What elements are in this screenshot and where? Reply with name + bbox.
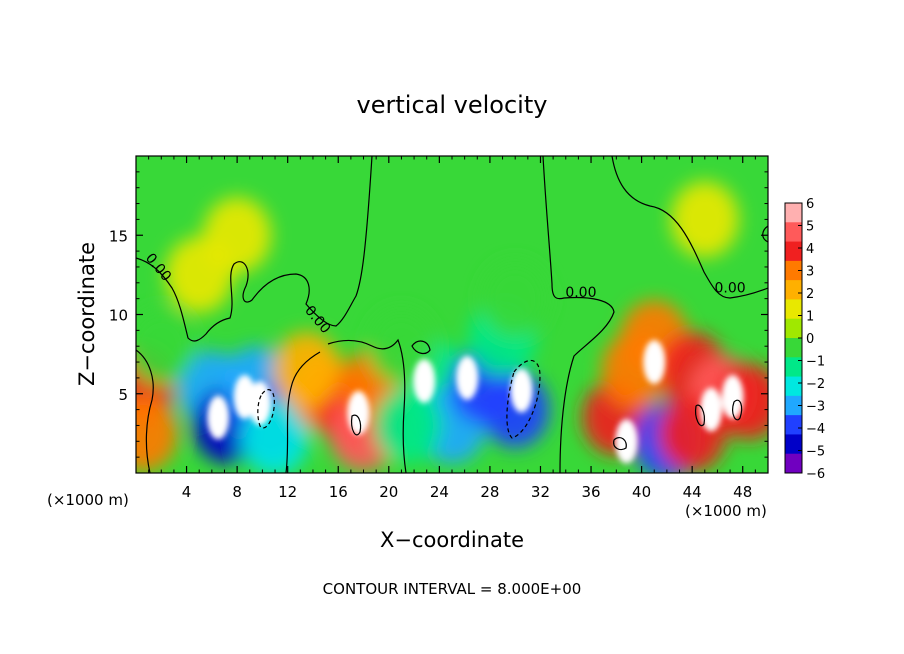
colorbar-swatch xyxy=(785,376,802,397)
field-cell xyxy=(136,395,178,472)
contour-line xyxy=(285,351,321,473)
y-axis-label: Z−coordinate xyxy=(75,242,99,386)
colorbar-tick-label: 2 xyxy=(806,287,814,302)
x-tick-label: 44 xyxy=(683,483,702,501)
field-cell xyxy=(373,387,442,464)
x-tick-label: 36 xyxy=(581,483,600,501)
x-tick-label: 4 xyxy=(182,483,192,501)
colorbar-swatch xyxy=(785,415,802,435)
contour-line xyxy=(136,349,154,473)
colorbar-swatch xyxy=(785,453,802,474)
colorbar-tick-label: 4 xyxy=(806,242,814,257)
contour-label: 0.00 xyxy=(565,285,596,301)
field-cell xyxy=(136,308,196,385)
colorbar-swatch xyxy=(785,434,802,455)
contour-line xyxy=(732,399,743,421)
contour-interval-note: CONTOUR INTERVAL = 8.000E+00 xyxy=(323,580,582,598)
colorbar-swatch xyxy=(785,299,802,320)
field-cell xyxy=(456,355,479,400)
colorbar-swatch xyxy=(785,338,802,358)
colorbar-swatch xyxy=(785,395,802,416)
x-tick-label: 20 xyxy=(379,483,398,501)
plot-area: 0.000.000.00 0.00 xyxy=(135,155,769,474)
colorbar-tick-label: −1 xyxy=(806,355,825,370)
contour-line xyxy=(351,414,362,436)
colorbar-tick-label: −4 xyxy=(806,422,825,437)
colorbar: 6 5 4 3 2 1 0 −1 −2 −3 −4 −5 −6 xyxy=(784,197,825,482)
field-cell xyxy=(670,181,739,258)
colorbar-tick-label: −6 xyxy=(806,467,825,482)
colorbar-swatch xyxy=(785,203,802,223)
contour-line xyxy=(411,340,431,355)
x-tick-label: 8 xyxy=(232,483,242,501)
zero-contours xyxy=(136,156,768,473)
colorbar-tick-label: 5 xyxy=(806,220,814,235)
colorbar-tick-label: 1 xyxy=(806,310,814,325)
contour-line xyxy=(542,156,615,473)
x-axis: 4 8 12 16 20 24 28 32 36 40 44 48 xyxy=(148,156,756,501)
contour-line xyxy=(613,436,627,451)
x-tick-label: 12 xyxy=(278,483,297,501)
field-cell xyxy=(203,197,272,274)
contour-line xyxy=(327,338,407,473)
field-cores xyxy=(207,340,744,464)
y-tick-label: 5 xyxy=(118,386,128,404)
field-cell xyxy=(510,368,533,413)
y-axis: 5 10 15 xyxy=(109,171,768,458)
contour-line xyxy=(506,359,541,439)
contour-line xyxy=(695,404,705,427)
x-unit-left: (×1000 m) xyxy=(47,491,129,509)
colorbar-swatch xyxy=(785,357,802,378)
x-tick-label: 16 xyxy=(329,483,348,501)
x-tick-label: 32 xyxy=(531,483,550,501)
colorbar-swatch xyxy=(785,241,802,262)
field-cell xyxy=(615,419,638,464)
colorbar-swatch xyxy=(785,280,802,300)
colorbar-tick-label: −3 xyxy=(806,400,825,415)
field-cell xyxy=(481,260,550,337)
colorbar-tick-label: −2 xyxy=(806,377,825,392)
field-cell xyxy=(233,374,256,419)
y-tick-label: 15 xyxy=(109,227,128,245)
chart-title: vertical velocity xyxy=(357,91,548,119)
x-unit-right: (×1000 m) xyxy=(685,502,767,520)
x-tick-label: 28 xyxy=(480,483,499,501)
field-cell xyxy=(700,387,723,432)
field-cell xyxy=(413,359,436,404)
y-tick-label: 10 xyxy=(109,307,128,325)
contour-label: 0.00 xyxy=(714,280,745,296)
x-axis-label: X−coordinate xyxy=(380,528,524,552)
colorbar-tick-label: 6 xyxy=(806,197,814,212)
field-cell xyxy=(721,374,744,419)
colorbar-swatch xyxy=(785,260,802,281)
colorbar-swatch xyxy=(785,318,802,339)
field-cell xyxy=(207,395,230,440)
contour-line xyxy=(136,156,373,342)
contour-line xyxy=(611,156,768,299)
x-tick-label: 40 xyxy=(632,483,651,501)
colorbar-tick-label: 3 xyxy=(806,265,814,280)
x-tick-label: 24 xyxy=(430,483,449,501)
colorbar-tick-label: −5 xyxy=(806,445,825,460)
field-cell xyxy=(643,340,666,385)
x-tick-label: 48 xyxy=(733,483,752,501)
colorbar-swatch xyxy=(785,222,802,243)
field-cell xyxy=(272,331,341,408)
field-cell xyxy=(347,390,370,435)
field-cells xyxy=(136,181,768,473)
contour-line xyxy=(762,225,768,243)
colorbar-tick-label: 0 xyxy=(806,332,814,347)
